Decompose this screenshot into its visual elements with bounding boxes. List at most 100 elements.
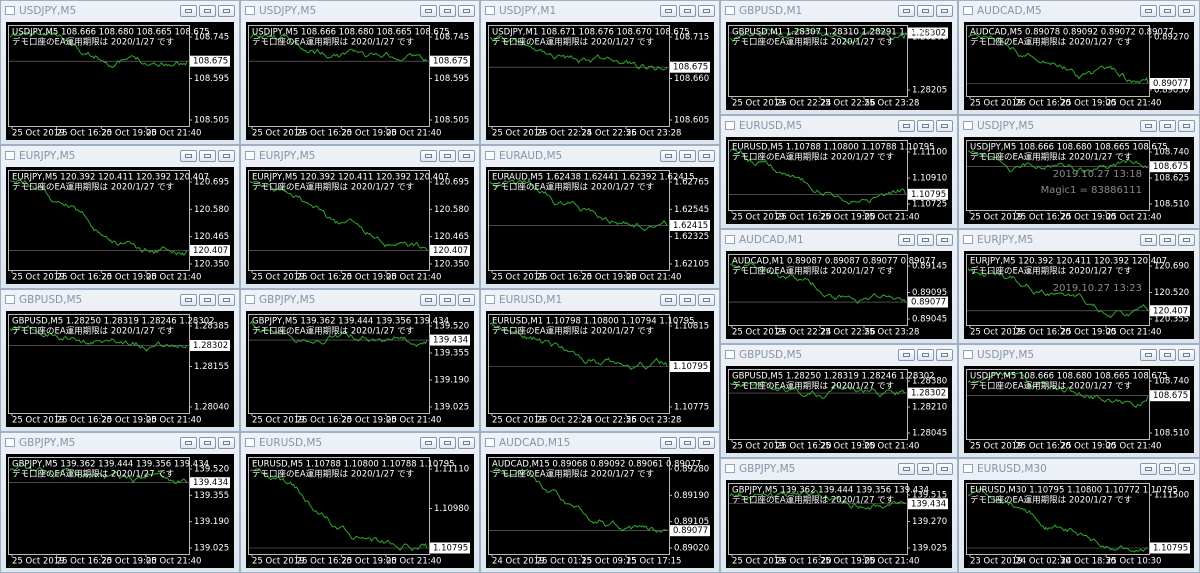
window-icon: [725, 6, 735, 15]
minimize-button[interactable]: [1140, 463, 1157, 475]
plot-frame: [248, 457, 430, 555]
minimize-button[interactable]: [660, 5, 677, 17]
price-label: 108.740: [1154, 377, 1189, 387]
price-label: 1.62545: [674, 205, 709, 215]
button-icon: [1183, 467, 1190, 471]
minimize-button[interactable]: [180, 437, 197, 449]
close-button[interactable]: [218, 437, 235, 449]
chart-header: EURJPY,M5 120.392 120.411 120.392 120.40…: [970, 257, 1167, 267]
restore-button[interactable]: [439, 5, 456, 17]
price-chart: 120.695 120.580 120.465 120.350 120.407 EURJP…: [8, 170, 230, 283]
current-price-box: [670, 361, 710, 372]
minimize-button[interactable]: [660, 294, 677, 306]
minimize-button[interactable]: [660, 150, 677, 162]
restore-button[interactable]: [1159, 120, 1176, 132]
restore-button[interactable]: [917, 234, 934, 246]
minimize-button[interactable]: [1140, 5, 1157, 17]
restore-button[interactable]: [679, 294, 696, 306]
minimize-button[interactable]: [420, 437, 437, 449]
minimize-button[interactable]: [420, 5, 437, 17]
minimize-button[interactable]: [420, 294, 437, 306]
close-button[interactable]: [936, 120, 953, 132]
restore-button[interactable]: [439, 294, 456, 306]
minimize-button[interactable]: [898, 5, 915, 17]
minimize-button[interactable]: [898, 234, 915, 246]
close-button[interactable]: [1178, 463, 1195, 475]
window-buttons: [1140, 463, 1195, 475]
button-icon: [922, 9, 929, 13]
price-label: 0.89095: [912, 288, 947, 298]
demo-notice: デモ口座のEA運用期限は 2020/1/27 です: [252, 326, 414, 337]
demo-notice: デモ口座のEA運用期限は 2020/1/27 です: [732, 37, 894, 48]
minimize-button[interactable]: [898, 120, 915, 132]
restore-button[interactable]: [679, 437, 696, 449]
minimize-button[interactable]: [180, 150, 197, 162]
button-icon: [185, 9, 192, 13]
button-icon: [1183, 9, 1190, 13]
restore-button[interactable]: [1159, 5, 1176, 17]
button-icon: [1183, 124, 1190, 128]
minimize-button[interactable]: [1140, 234, 1157, 246]
price-label: 108.510: [1154, 200, 1189, 210]
restore-button[interactable]: [1159, 349, 1176, 361]
minimize-button[interactable]: [1140, 349, 1157, 361]
close-button[interactable]: [936, 463, 953, 475]
restore-button[interactable]: [199, 150, 216, 162]
close-button[interactable]: [1178, 120, 1195, 132]
plot-frame: [248, 25, 430, 127]
restore-button[interactable]: [199, 437, 216, 449]
restore-button[interactable]: [679, 150, 696, 162]
minimize-button[interactable]: [660, 437, 677, 449]
minimize-button[interactable]: [1140, 120, 1157, 132]
chart-area: 120.690 120.520 120.355 120.407 EURJPY,M5 12…: [964, 251, 1194, 339]
close-button[interactable]: [698, 437, 715, 449]
time-label: 23 Oct 2019: [970, 557, 1023, 567]
restore-button[interactable]: [439, 437, 456, 449]
close-button[interactable]: [218, 150, 235, 162]
price-line: [9, 179, 188, 257]
restore-button[interactable]: [917, 5, 934, 17]
close-button[interactable]: [1178, 5, 1195, 17]
minimize-button[interactable]: [180, 294, 197, 306]
restore-button[interactable]: [679, 5, 696, 17]
button-icon: [223, 441, 230, 445]
minimize-button[interactable]: [898, 463, 915, 475]
restore-button[interactable]: [917, 463, 934, 475]
restore-button[interactable]: [439, 150, 456, 162]
close-button[interactable]: [936, 349, 953, 361]
restore-button[interactable]: [1159, 463, 1176, 475]
restore-button[interactable]: [199, 294, 216, 306]
minimize-button[interactable]: [898, 349, 915, 361]
close-button[interactable]: [698, 150, 715, 162]
chart-header: GBPUSD,M1 1.28307 1.28310 1.28291 1.2830…: [732, 28, 935, 38]
close-button[interactable]: [936, 5, 953, 17]
minimize-button[interactable]: [180, 5, 197, 17]
price-label: 120.690: [1154, 262, 1189, 272]
close-button[interactable]: [1178, 349, 1195, 361]
close-button[interactable]: [698, 5, 715, 17]
restore-button[interactable]: [1159, 234, 1176, 246]
price-chart: 139.515 139.270 139.025 139.434 GBPJPY,M5 13…: [728, 483, 948, 567]
close-button[interactable]: [458, 437, 475, 449]
restore-button[interactable]: [917, 120, 934, 132]
current-price-box: [908, 188, 948, 200]
close-button[interactable]: [458, 294, 475, 306]
restore-button[interactable]: [199, 5, 216, 17]
current-price-box: [190, 477, 230, 489]
window-icon: [725, 464, 735, 473]
restore-button[interactable]: [917, 349, 934, 361]
close-button[interactable]: [936, 234, 953, 246]
price-line: [967, 372, 1149, 408]
close-button[interactable]: [698, 294, 715, 306]
time-label: 24 Oct 2019: [492, 557, 545, 567]
time-label: 25 Oct 2019: [732, 557, 785, 567]
minimize-button[interactable]: [420, 150, 437, 162]
close-button[interactable]: [1178, 234, 1195, 246]
price-label: 1.11500: [1154, 491, 1189, 501]
close-button[interactable]: [458, 150, 475, 162]
time-label: 25 Oct 19:00: [581, 273, 636, 283]
close-button[interactable]: [458, 5, 475, 17]
close-button[interactable]: [218, 5, 235, 17]
button-icon: [703, 154, 710, 158]
close-button[interactable]: [218, 294, 235, 306]
